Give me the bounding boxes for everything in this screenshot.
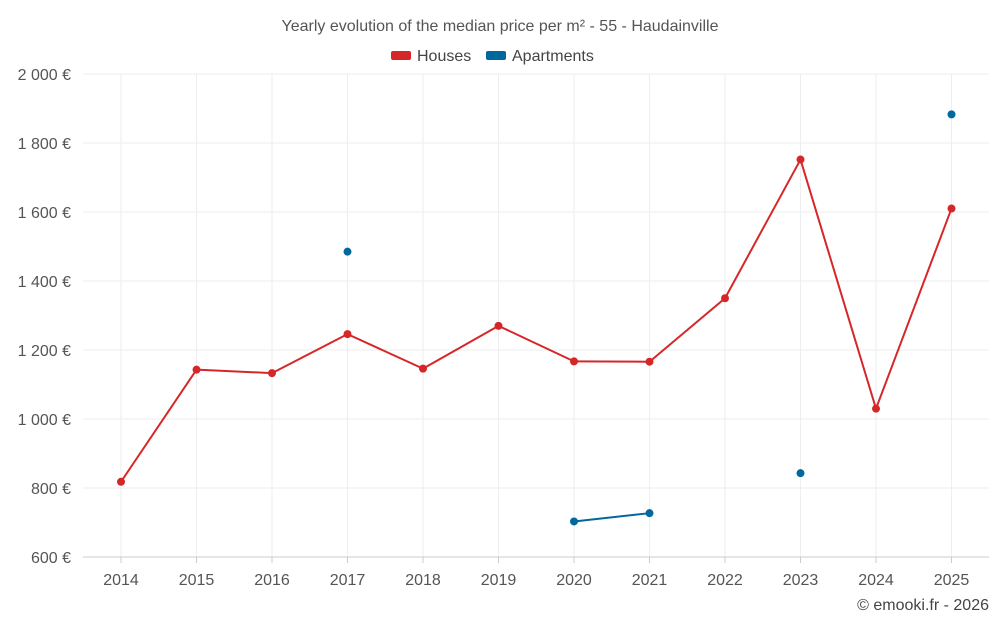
data-point-houses[interactable] [721,294,729,303]
data-point-houses[interactable] [192,365,201,374]
data-point-houses[interactable] [419,364,427,373]
x-tick-label: 2016 [254,572,290,589]
legend-label-houses: Houses [417,48,471,65]
series-line-houses [724,158,802,300]
credit-text: © emooki.fr - 2026 [857,597,989,614]
y-tick-label: 1 000 € [18,412,71,429]
data-point-apartments[interactable] [645,509,654,518]
y-tick-label: 1 200 € [18,343,71,360]
legend: Houses Apartments [391,48,594,65]
data-point-apartments[interactable] [343,247,352,256]
data-point-houses[interactable] [268,369,276,378]
data-point-houses[interactable] [872,404,880,413]
series-apartments [343,110,956,526]
data-point-houses[interactable] [117,477,125,486]
series [117,110,956,526]
data-point-apartments[interactable] [796,469,805,478]
series-line-houses [497,324,575,363]
series-line-houses [120,368,198,483]
series-houses [117,155,956,486]
x-tick-label: 2025 [934,572,970,589]
x-tick-label: 2018 [405,572,441,589]
data-point-houses[interactable] [947,204,956,213]
series-line-houses [648,297,726,363]
legend-item-houses[interactable]: Houses [391,48,471,65]
x-tick-label: 2017 [330,572,366,589]
x-tick-label: 2021 [632,572,668,589]
x-tick-label: 2023 [783,572,819,589]
data-point-houses[interactable] [645,357,654,366]
x-tick-label: 2014 [103,572,139,589]
legend-item-apartments[interactable]: Apartments [486,48,594,65]
gridlines [83,73,989,558]
series-line-houses [271,333,349,375]
x-tick-label: 2015 [179,572,215,589]
x-tick-label: 2020 [556,572,592,589]
x-tick-label: 2024 [858,572,894,589]
legend-label-apartments: Apartments [512,48,594,65]
y-tick-label: 1 800 € [18,136,71,153]
data-point-houses[interactable] [796,155,805,164]
legend-swatch-houses [391,51,411,60]
x-tick-label: 2019 [481,572,517,589]
y-tick-label: 600 € [31,550,71,567]
y-tick-label: 1 600 € [18,205,71,222]
data-point-houses[interactable] [343,330,352,339]
y-tick-label: 1 400 € [18,274,71,291]
axes: 2014 2015 2016 2017 2018 2019 2020 2021 2022 2023… [18,67,989,589]
data-point-apartments[interactable] [947,110,956,119]
series-line-houses [875,207,953,410]
y-tick-label: 2 000 € [18,67,71,84]
y-tick-label: 800 € [31,481,71,498]
legend-swatch-apartments [486,51,506,60]
data-point-houses[interactable] [570,357,578,366]
series-line-houses [799,158,877,410]
series-line-apartments [573,512,651,523]
series-line-houses [195,368,273,375]
chart-title: Yearly evolution of the median price per… [282,18,719,35]
series-line-houses [346,333,424,370]
data-point-apartments[interactable] [570,517,578,526]
x-tick-label: 2022 [707,572,743,589]
series-line-houses [422,324,500,370]
data-point-houses[interactable] [494,321,503,330]
